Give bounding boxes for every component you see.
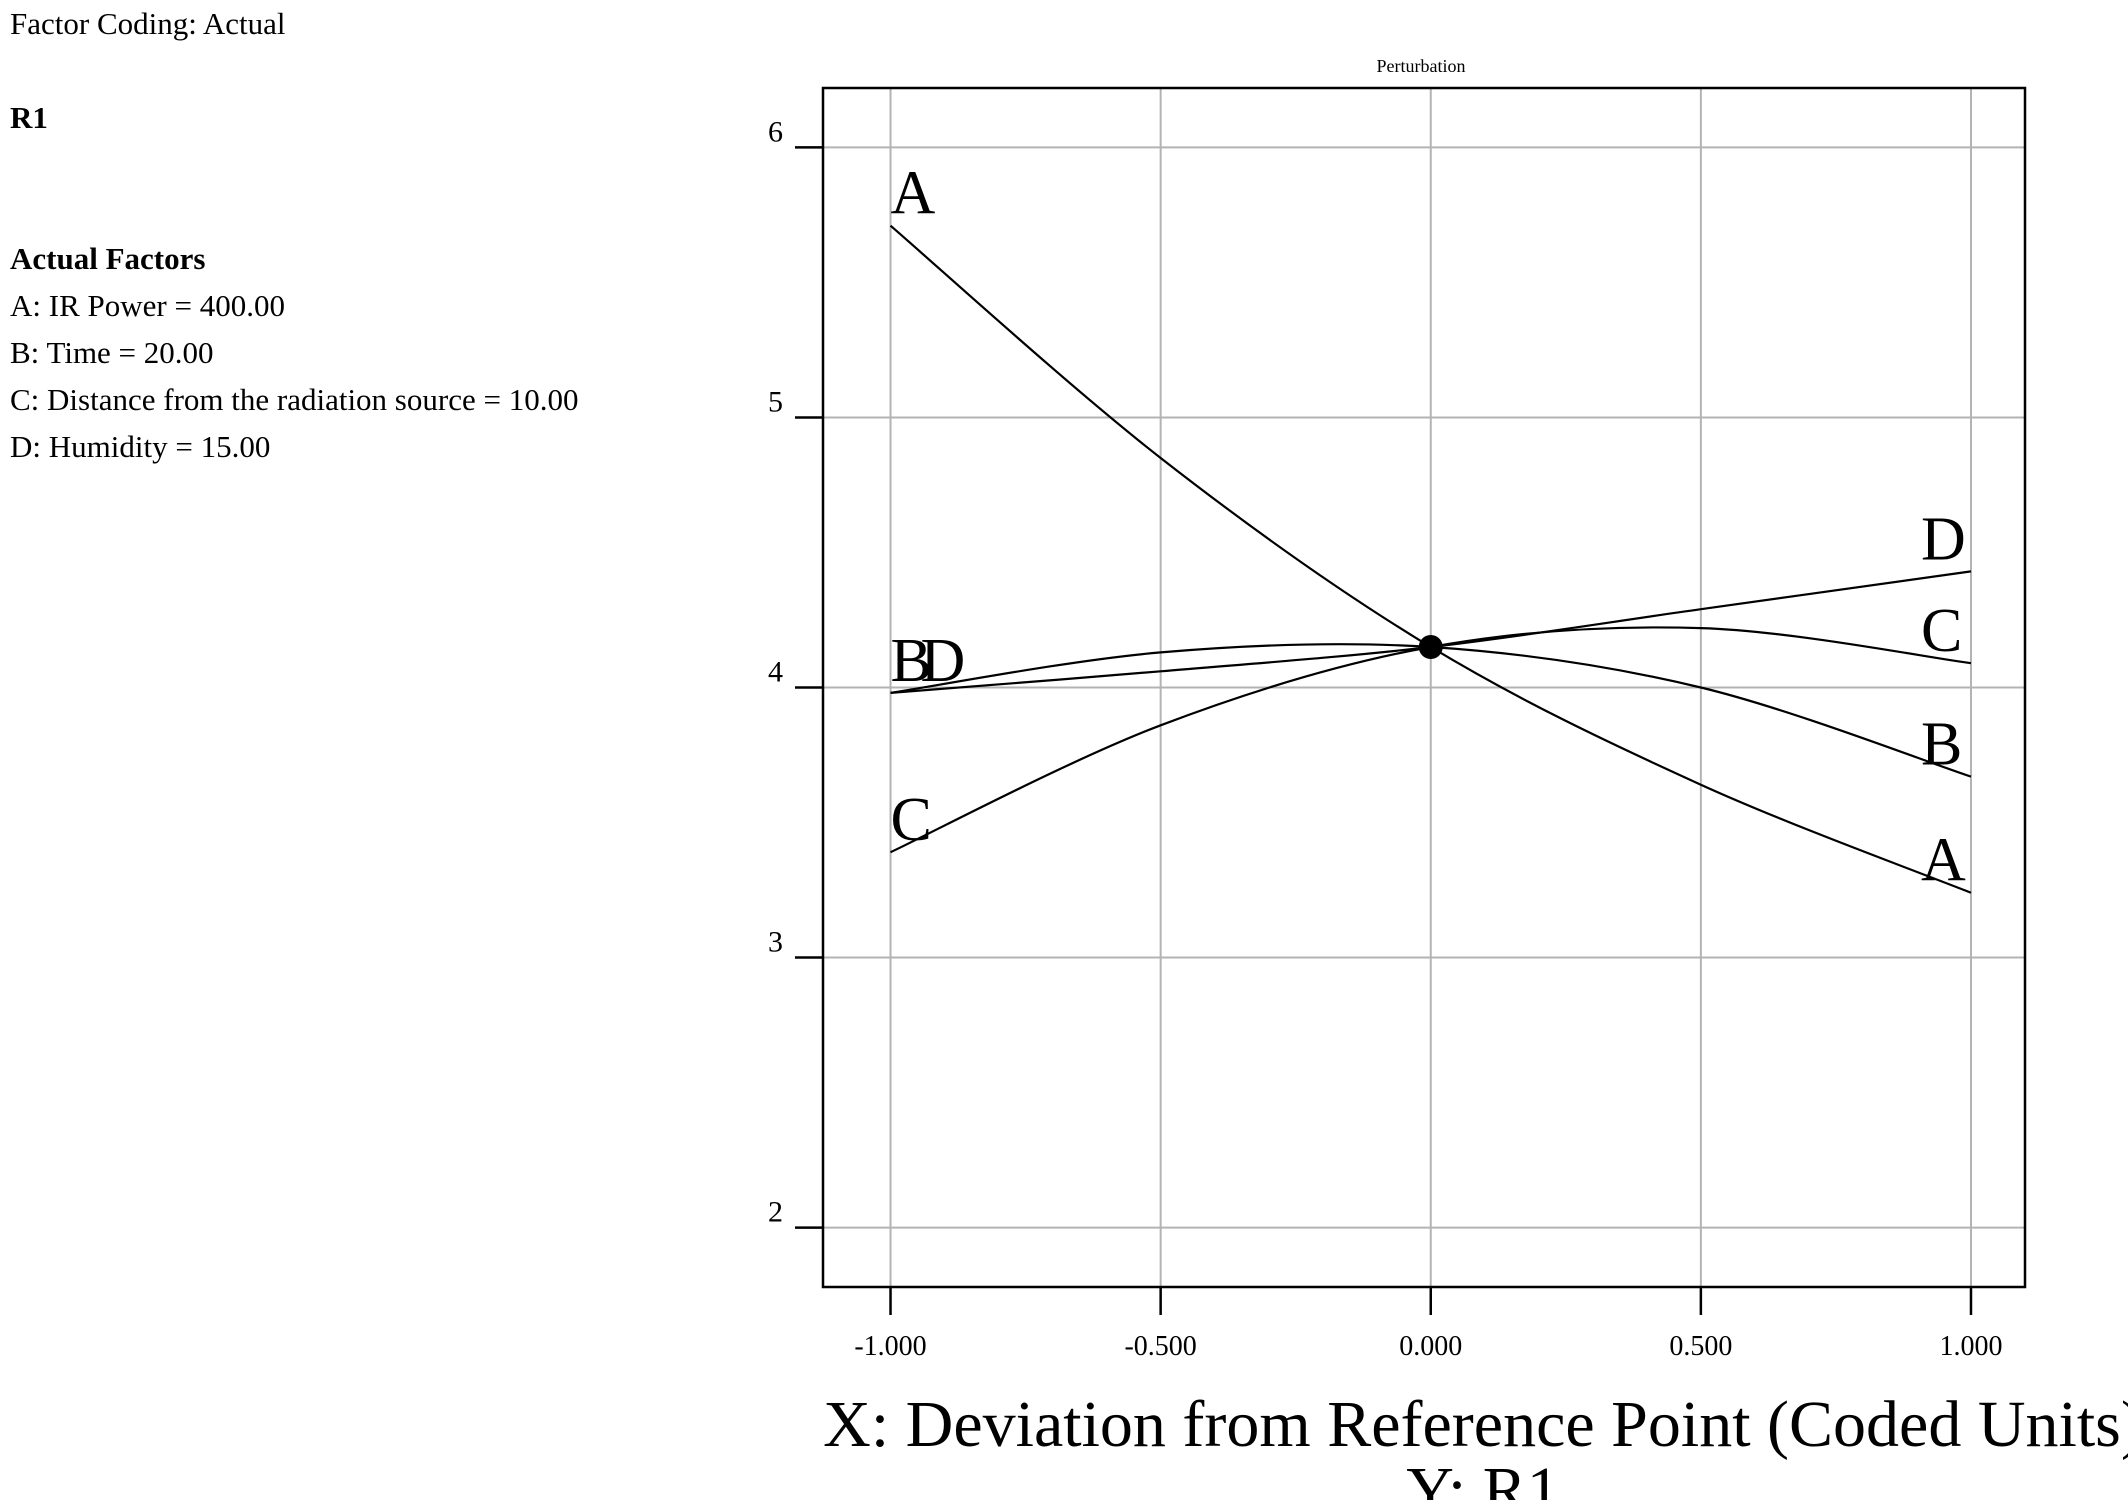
y-tick-label: 6 — [768, 115, 783, 148]
series-label-d-right: D — [1921, 505, 1966, 573]
y-tick-label: 2 — [768, 1196, 783, 1229]
x-tick-label: 0.000 — [1399, 1331, 1462, 1362]
y-tick-label: 4 — [768, 656, 783, 689]
series-label-a-right: A — [1921, 827, 1966, 895]
x-tick-label: 1.000 — [1939, 1331, 2002, 1362]
factor-b: B: Time = 20.00 — [10, 335, 214, 370]
y-axis-ticks: 2 3 4 5 6 — [768, 115, 823, 1229]
x-axis-label: X: Deviation from Reference Point (Coded… — [823, 1388, 2128, 1461]
series-label-c-left: C — [891, 786, 932, 854]
grid-lines — [823, 88, 2025, 1287]
series-label-b-right: B — [1921, 711, 1962, 779]
reference-point-marker — [1418, 634, 1443, 659]
y-tick-label: 5 — [768, 385, 783, 418]
factor-coding-label: Factor Coding: Actual — [10, 6, 286, 41]
actual-factors-heading: Actual Factors — [10, 241, 206, 276]
factor-d: D: Humidity = 15.00 — [10, 429, 271, 464]
series-label-c-right: C — [1921, 597, 1962, 665]
factor-a: A: IR Power = 400.00 — [10, 288, 285, 323]
series-label-a-left: A — [891, 160, 936, 228]
x-tick-label: 0.500 — [1669, 1331, 1732, 1362]
x-tick-label: -1.000 — [854, 1331, 926, 1362]
series-label-d-left: D — [921, 627, 966, 695]
chart-title: Perturbation — [1377, 56, 1466, 76]
factor-c: C: Distance from the radiation source = … — [10, 382, 579, 417]
series-label-b-left: B — [891, 627, 932, 695]
y-axis-label: Y: R1 — [1406, 1454, 1559, 1500]
x-axis-ticks: -1.000 -0.500 0.000 0.500 1.000 — [854, 1287, 2002, 1362]
response-name: R1 — [10, 100, 48, 135]
y-tick-label: 3 — [768, 926, 783, 959]
x-tick-label: -0.500 — [1124, 1331, 1196, 1362]
factor-info-panel: Factor Coding: Actual R1 Actual Factors … — [10, 0, 578, 470]
